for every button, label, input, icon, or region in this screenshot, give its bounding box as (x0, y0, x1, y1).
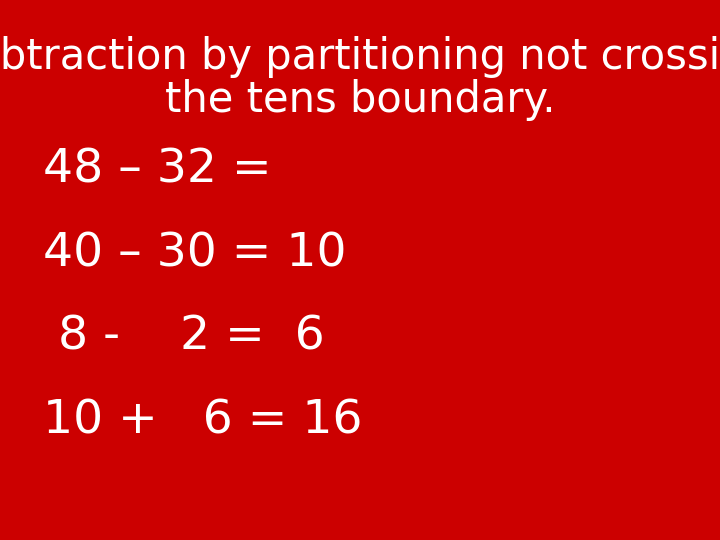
Text: Subtraction by partitioning not crossing: Subtraction by partitioning not crossing (0, 36, 720, 78)
Text: 40 – 30 = 10: 40 – 30 = 10 (43, 231, 347, 276)
Text: 8 -    2 =  6: 8 - 2 = 6 (43, 315, 325, 360)
Text: 10 +   6 = 16: 10 + 6 = 16 (43, 399, 363, 444)
Text: the tens boundary.: the tens boundary. (165, 79, 555, 121)
Text: 48 – 32 =: 48 – 32 = (43, 147, 272, 193)
